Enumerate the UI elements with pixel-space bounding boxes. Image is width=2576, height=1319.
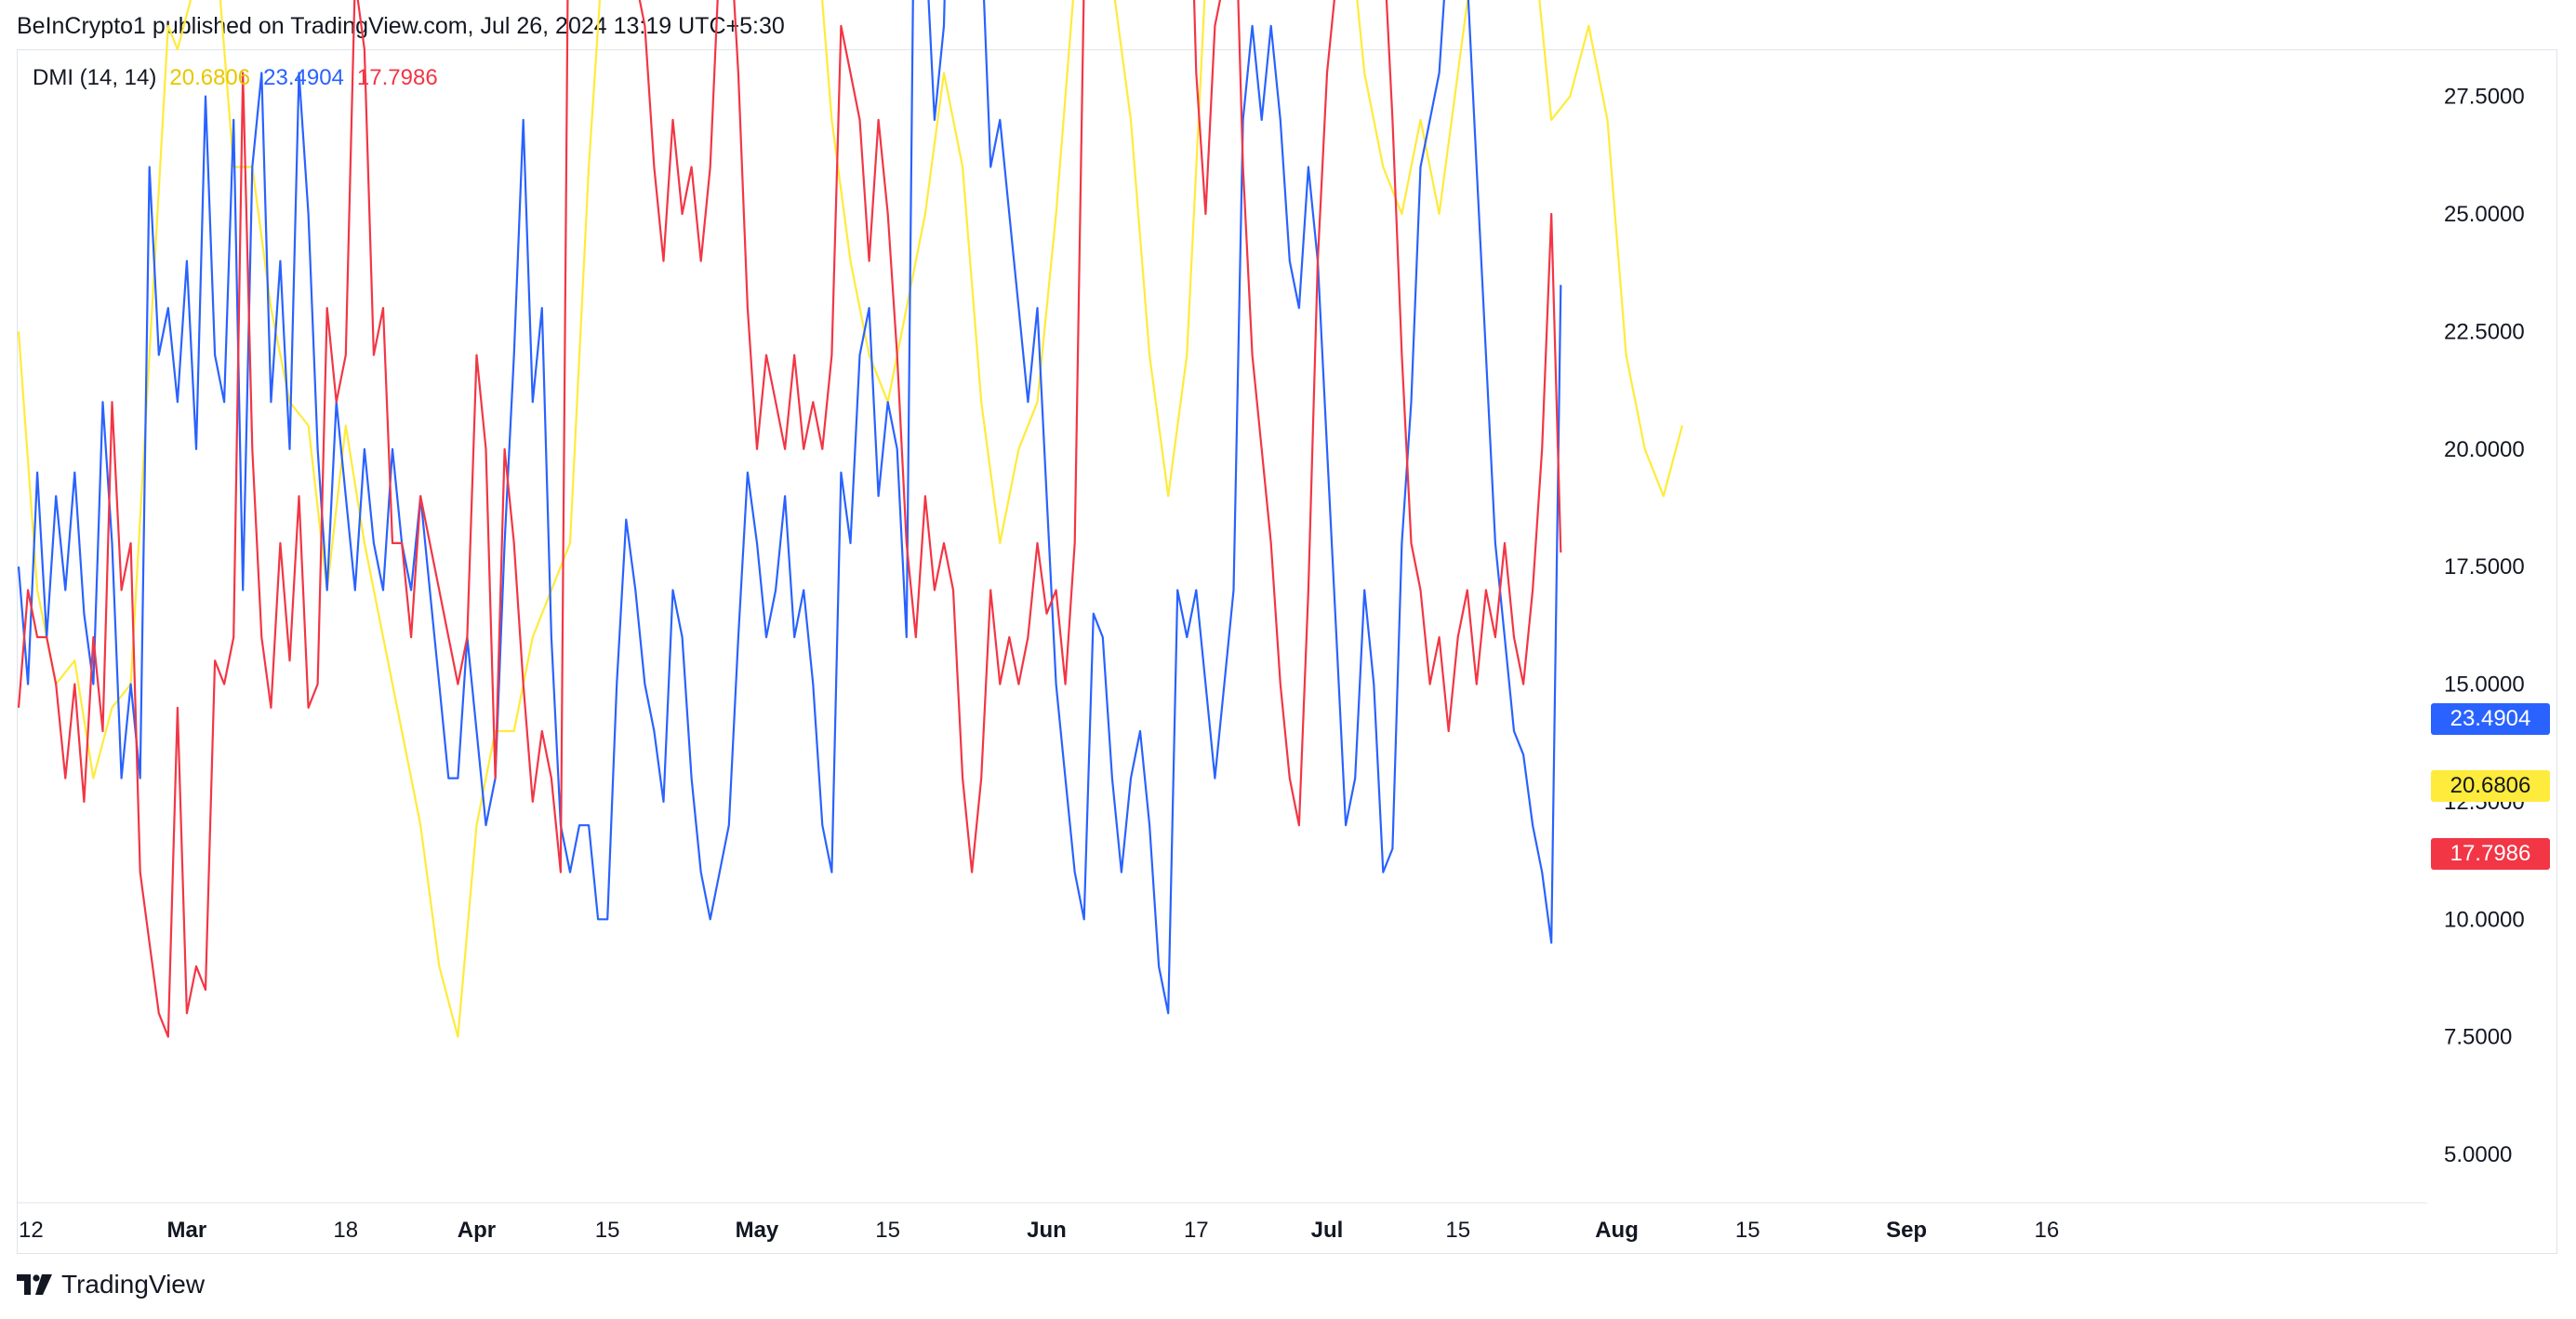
- published-caption: BeInCrypto1 published on TradingView.com…: [17, 13, 785, 39]
- y-tick-label: 15.0000: [2444, 673, 2525, 698]
- legend-indicator-name: DMI (14, 14): [33, 65, 157, 90]
- x-tick-label: 15: [1735, 1218, 1760, 1243]
- y-tick-label: 27.5000: [2444, 85, 2525, 110]
- x-tick-label: 16: [2034, 1218, 2059, 1243]
- legend-plus-di-value: 23.4904: [263, 65, 344, 90]
- adx-last-value-tag: 20.6806: [2431, 770, 2550, 802]
- x-tick-label: May: [736, 1218, 779, 1243]
- x-tick-label: Aug: [1595, 1218, 1639, 1243]
- y-tick-label: 17.5000: [2444, 554, 2525, 580]
- x-axis: 12 Mar 18 Apr 15 May 15 Jun 17 Jul 15 Aug 15 Sep 16: [17, 1202, 2427, 1243]
- y-tick-label: 5.0000: [2444, 1142, 2512, 1167]
- plus-di-line[interactable]: [17, 0, 1562, 1015]
- y-axis: 5.00007.500010.000012.500015.000017.5000…: [2444, 85, 2525, 1167]
- minus-di-last-value-tag: 17.7986: [2431, 838, 2550, 870]
- x-tick-label: 17: [1184, 1218, 1209, 1243]
- adx-line[interactable]: [17, 0, 1683, 1038]
- minus-di-line[interactable]: [17, 0, 1562, 1038]
- x-tick-label: Sep: [1886, 1218, 1927, 1243]
- x-tick-label: 15: [595, 1218, 620, 1243]
- x-tick-label: 15: [875, 1218, 900, 1243]
- legend-adx-value: 20.6806: [169, 65, 251, 90]
- y-tick-label: 10.0000: [2444, 907, 2525, 932]
- series-layer: [17, 0, 1683, 1038]
- x-tick-label: 12: [19, 1218, 44, 1243]
- chart-frame[interactable]: [17, 49, 2557, 1254]
- plus-di-last-value-tag: 23.4904: [2431, 703, 2550, 735]
- legend-minus-di-value: 17.7986: [356, 65, 438, 90]
- x-tick-label: 18: [333, 1218, 358, 1243]
- x-tick-label: Apr: [458, 1218, 496, 1243]
- tradingview-footer[interactable]: TradingView: [17, 1270, 205, 1299]
- x-tick-label: 15: [1445, 1218, 1470, 1243]
- indicator-legend[interactable]: DMI (14, 14) 20.6806 23.4904 17.7986: [33, 65, 438, 91]
- x-tick-label: Jul: [1311, 1218, 1344, 1243]
- y-tick-label: 7.5000: [2444, 1025, 2512, 1050]
- x-tick-label: Jun: [1027, 1218, 1067, 1243]
- y-tick-label: 25.0000: [2444, 202, 2525, 227]
- y-tick-label: 22.5000: [2444, 319, 2525, 344]
- tradingview-logo-icon: [17, 1274, 52, 1295]
- tradingview-brand-text: TradingView: [61, 1270, 206, 1299]
- x-tick-label: Mar: [167, 1218, 207, 1243]
- y-tick-label: 20.0000: [2444, 437, 2525, 462]
